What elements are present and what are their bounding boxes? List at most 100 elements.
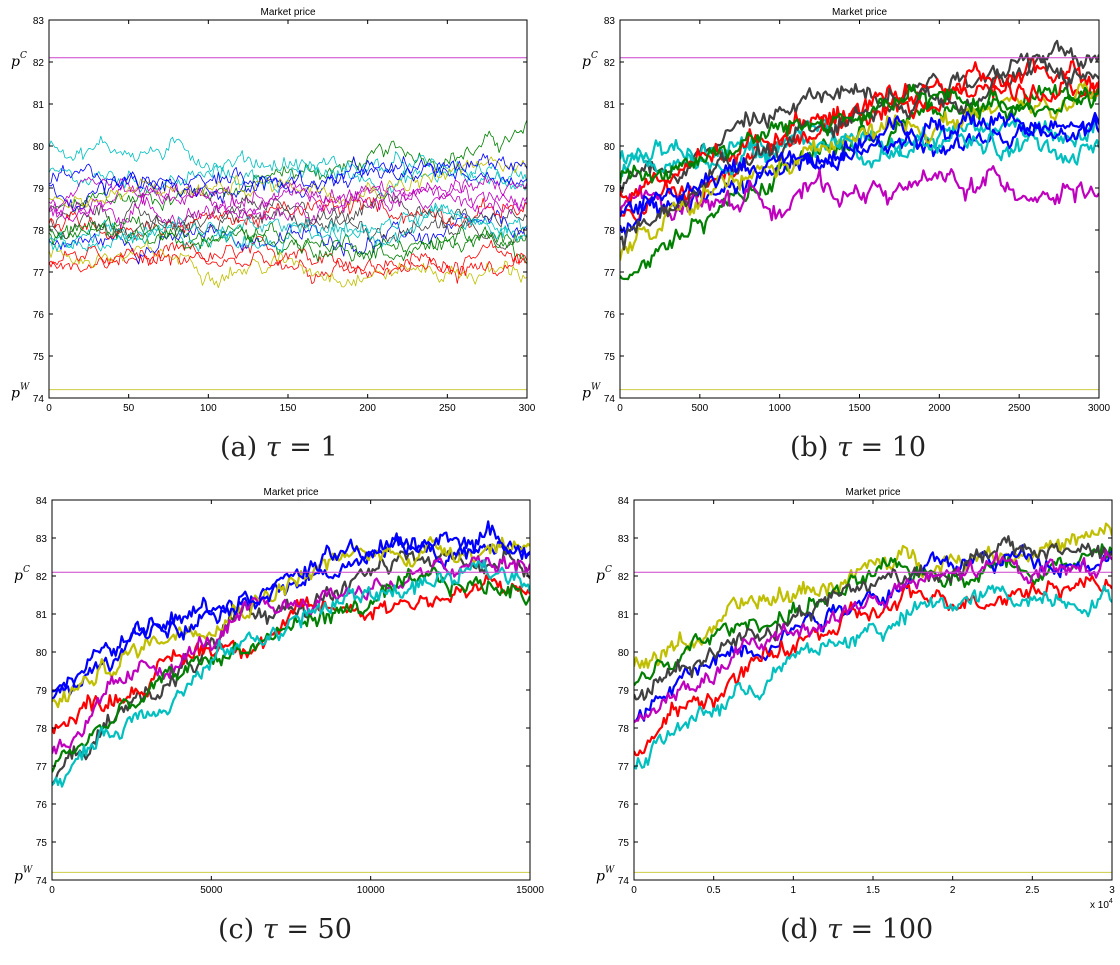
series-line [49, 156, 527, 212]
y-tick-label: 75 [604, 352, 616, 363]
axes-box [51, 499, 531, 881]
x-tick-label: 2.5 [1025, 885, 1039, 896]
chart-title: Market price [260, 7, 315, 18]
y-tick-label: 74 [604, 394, 616, 405]
x-tick-label: 10000 [357, 885, 385, 896]
y-tick-label: 77 [33, 268, 45, 279]
y-tick-label: 82 [604, 58, 616, 69]
series-line [49, 197, 527, 240]
x-tick-label: 500 [691, 403, 708, 414]
x-tick-label: 1500 [848, 403, 871, 414]
y-tick-label: 82 [33, 58, 45, 69]
caption-b: (b) τ = 10 [790, 432, 927, 463]
x-tick-label: 0 [49, 885, 55, 896]
series-line [52, 520, 530, 693]
y-tick-label: 79 [604, 184, 616, 195]
caption-d: (d) τ = 100 [780, 914, 934, 945]
x-multiplier: x 104 [1090, 898, 1113, 911]
y-tick-label: 76 [33, 310, 45, 321]
reference-label: pW [596, 865, 615, 884]
reference-label: pW [14, 865, 33, 884]
x-tick-label: 150 [280, 403, 297, 414]
caption-c: (c) τ = 50 [218, 914, 352, 945]
series-line [634, 522, 1112, 670]
y-tick-label: 74 [618, 876, 630, 887]
y-tick-label: 79 [618, 686, 630, 697]
series-line [52, 574, 530, 735]
series-line [620, 83, 1099, 281]
y-tick-label: 84 [36, 496, 48, 507]
subplot-0: Market price pC pW 0 50 100 150 200 250 300 74 75 76… [11, 7, 536, 414]
series-line [634, 584, 1112, 770]
x-tick-label: 300 [519, 403, 536, 414]
y-tick-label: 76 [36, 800, 48, 811]
y-tick-label: 74 [33, 394, 45, 405]
axes-box [633, 499, 1113, 881]
x-tick-label: 5000 [200, 885, 223, 896]
series-line [49, 164, 527, 198]
series-line [49, 156, 527, 209]
chart-title: Market price [832, 7, 887, 18]
reference-label: pC [14, 565, 30, 584]
y-tick-label: 81 [33, 100, 45, 111]
x-tick-label: 200 [359, 403, 376, 414]
x-tick-label: 0 [631, 885, 637, 896]
x-tick-label: 15000 [516, 885, 544, 896]
series-line [620, 116, 1099, 238]
series-line [49, 179, 527, 229]
series-line [49, 202, 527, 252]
y-tick-label: 75 [33, 352, 45, 363]
y-tick-label: 83 [33, 16, 45, 27]
y-tick-label: 76 [604, 310, 616, 321]
series-line [49, 176, 527, 215]
series-line [49, 245, 527, 277]
x-tick-label: 3000 [1088, 403, 1111, 414]
y-tick-label: 83 [618, 534, 630, 545]
y-tick-label: 76 [618, 800, 630, 811]
x-tick-label: 0.5 [707, 885, 721, 896]
y-tick-label: 74 [36, 876, 48, 887]
x-tick-label: 50 [123, 403, 135, 414]
x-tick-label: 1 [791, 885, 797, 896]
x-tick-label: 100 [200, 403, 217, 414]
y-tick-label: 78 [618, 724, 630, 735]
series-line [620, 80, 1099, 261]
subplot-2: Market price pC pW 0 5000 10000 15000 74 75 76 77 7… [14, 487, 544, 896]
x-tick-label: 2 [950, 885, 956, 896]
y-tick-label: 80 [33, 142, 45, 153]
x-tick-label: 250 [439, 403, 456, 414]
y-tick-label: 81 [36, 610, 48, 621]
series-line [49, 209, 527, 265]
subplot-1: Market price pC pW 0 500 1000 1500 2000 2500 3000… [582, 7, 1111, 414]
y-tick-label: 79 [33, 184, 45, 195]
reference-label: pW [582, 383, 601, 402]
reference-label: pC [582, 51, 598, 70]
series-line [49, 216, 527, 263]
series-line [49, 176, 527, 226]
y-tick-label: 82 [36, 572, 48, 583]
y-tick-label: 81 [618, 610, 630, 621]
series-line [52, 558, 530, 788]
subplot-3: Market price pC pW 0 0.5 1 1.5 2 2.5 3 74 75 76 77 78 7… [596, 487, 1115, 911]
series-line [52, 536, 530, 709]
y-tick-label: 78 [604, 226, 616, 237]
x-tick-label: 2000 [928, 403, 951, 414]
y-tick-label: 78 [36, 724, 48, 735]
chart-title: Market price [845, 487, 900, 498]
series-line [634, 543, 1112, 687]
y-tick-label: 78 [33, 226, 45, 237]
reference-label: pW [11, 383, 30, 402]
y-tick-label: 80 [36, 648, 48, 659]
y-tick-label: 75 [618, 838, 630, 849]
caption-a: (a) τ = 1 [220, 432, 338, 463]
y-tick-label: 82 [618, 572, 630, 583]
y-tick-label: 75 [36, 838, 48, 849]
x-tick-label: 3 [1109, 885, 1115, 896]
series-line [49, 204, 527, 253]
series-line [49, 119, 527, 214]
x-tick-label: 0 [617, 403, 623, 414]
y-tick-label: 83 [604, 16, 616, 27]
series-line [49, 193, 527, 240]
reference-label: pC [11, 51, 27, 70]
y-tick-label: 83 [36, 534, 48, 545]
